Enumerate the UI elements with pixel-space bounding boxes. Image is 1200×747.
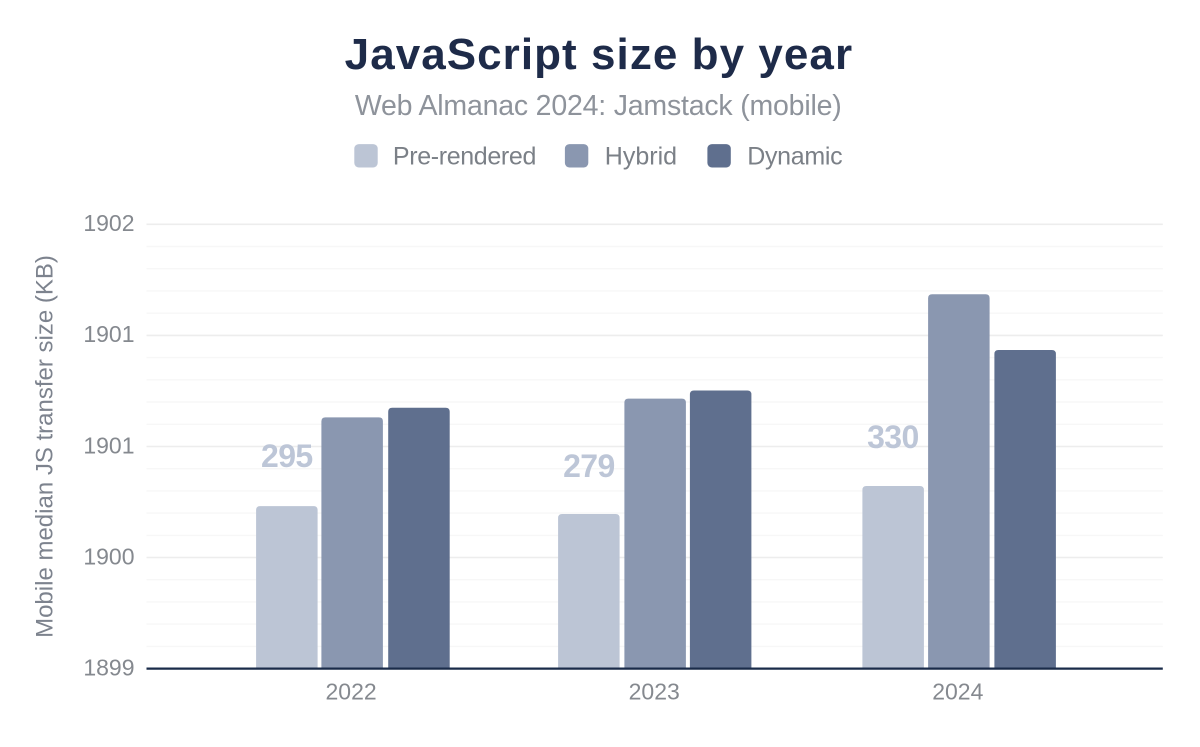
- svg-text:330: 330: [867, 419, 919, 455]
- svg-text:Mobile median JS transfer size: Mobile median JS transfer size (KB): [32, 255, 59, 638]
- svg-text:279: 279: [563, 448, 615, 484]
- svg-text:Pre-rendered: Pre-rendered: [393, 143, 536, 171]
- svg-text:1901: 1901: [83, 432, 134, 458]
- svg-text:1900: 1900: [83, 543, 134, 569]
- svg-text:JavaScript size by year: JavaScript size by year: [345, 30, 853, 79]
- svg-text:1901: 1901: [83, 321, 134, 347]
- svg-text:295: 295: [261, 438, 313, 474]
- svg-text:2022: 2022: [326, 678, 377, 704]
- svg-text:2024: 2024: [932, 678, 983, 704]
- svg-text:Dynamic: Dynamic: [747, 143, 842, 171]
- svg-text:2023: 2023: [629, 678, 680, 704]
- svg-text:1899: 1899: [83, 655, 134, 681]
- svg-text:1902: 1902: [83, 210, 134, 236]
- svg-text:Web Almanac 2024: Jamstack (mo: Web Almanac 2024: Jamstack (mobile): [355, 90, 842, 122]
- svg-text:Hybrid: Hybrid: [605, 143, 677, 171]
